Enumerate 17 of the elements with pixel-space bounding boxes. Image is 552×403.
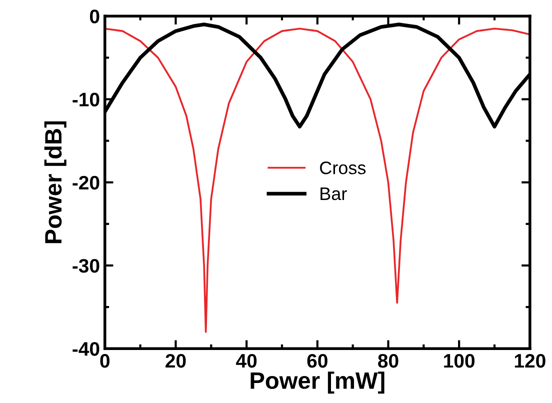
x-tick-label: 20 [166, 354, 186, 368]
x-tick-label: 60 [307, 354, 328, 368]
x-tick-label: 80 [378, 354, 398, 368]
y-tick-label: -40 [72, 342, 100, 356]
x-axis-title: Power [mW] [250, 372, 384, 394]
line-series [104, 28, 530, 333]
x-tick-label: 100 [444, 354, 475, 368]
legend-label: Cross [320, 161, 366, 174]
y-tick-label: -10 [72, 92, 100, 106]
y-tick-label: -20 [72, 176, 100, 190]
x-tick-label: 40 [236, 354, 257, 368]
x-tick-label: 120 [514, 354, 546, 368]
legend-label: Bar [320, 188, 347, 200]
y-tick-label: 0 [90, 10, 100, 24]
y-tick-label: -30 [72, 258, 100, 273]
x-tick-label: 0 [100, 354, 110, 368]
y-axis-title: Power [dB] [44, 121, 66, 244]
